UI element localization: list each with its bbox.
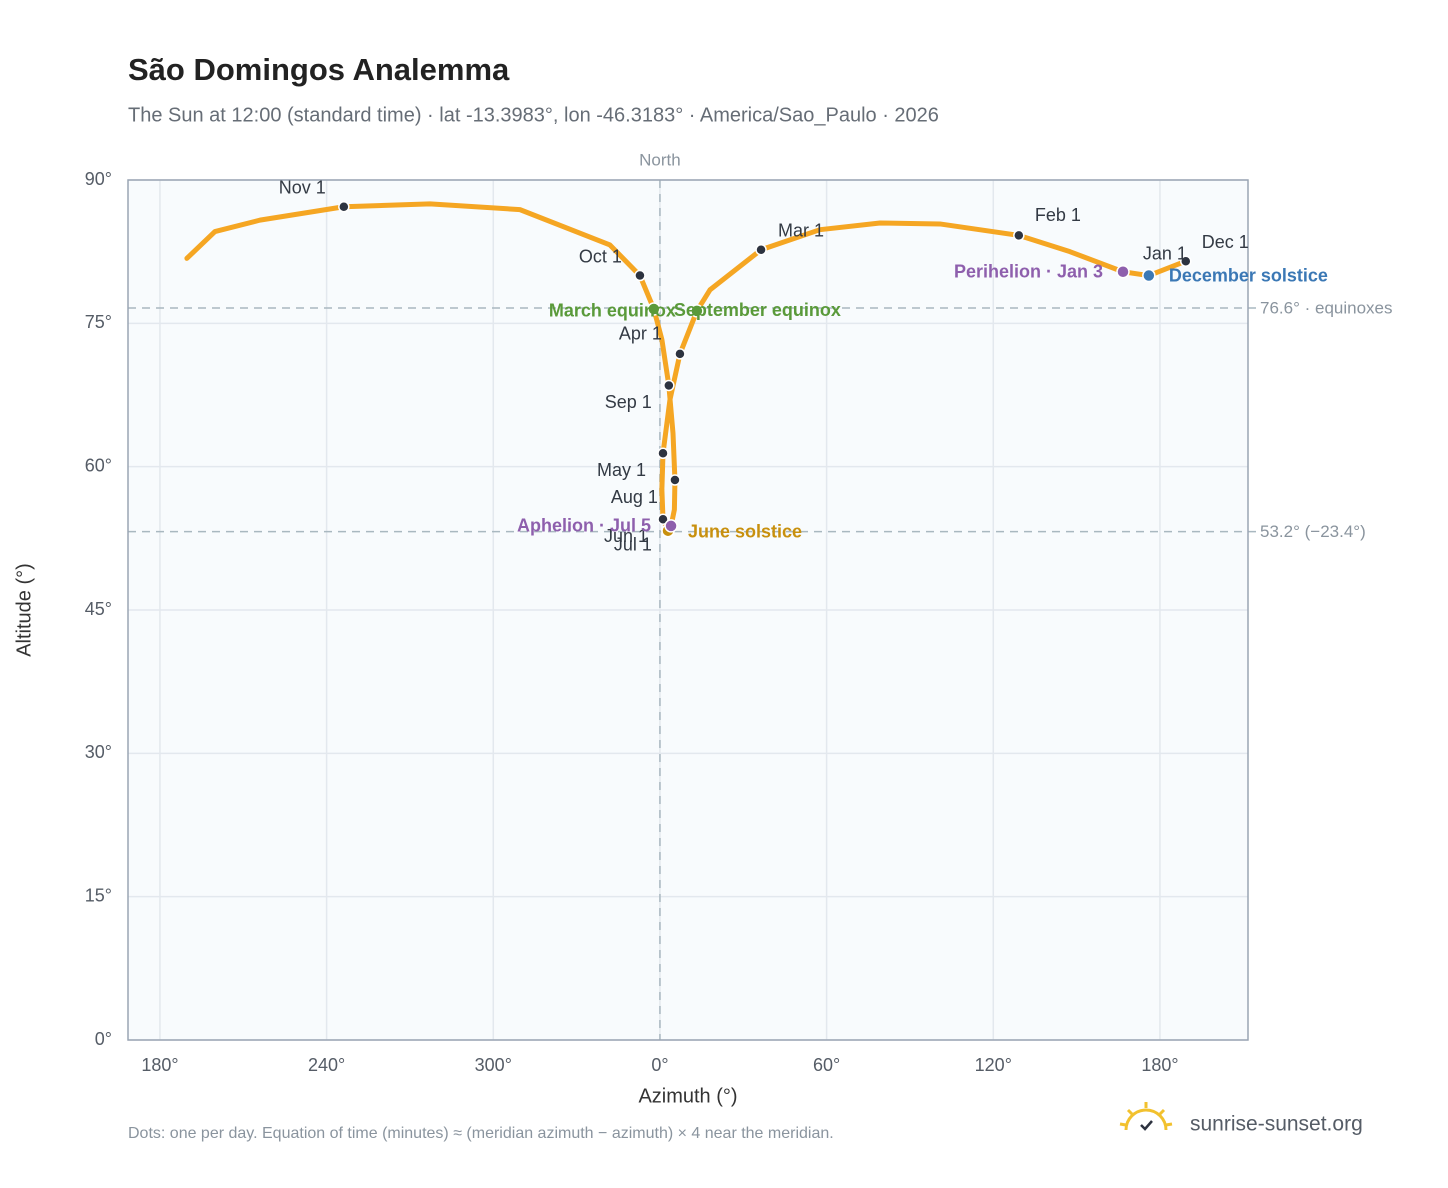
event-label: March equinox	[549, 301, 676, 321]
chart-title: São Domingos Analemma	[128, 52, 510, 87]
y-tick-label: 45°	[85, 599, 112, 619]
month-marker	[669, 474, 681, 486]
y-tick-label: 15°	[85, 885, 112, 905]
event-label: June solstice	[688, 521, 802, 541]
month-label: Dec 1	[1202, 232, 1249, 252]
y-tick-label: 90°	[85, 169, 112, 189]
month-label: Jan 1	[1143, 243, 1187, 263]
month-label: Jul 1	[614, 534, 652, 554]
x-tick-label: 180°	[1141, 1055, 1178, 1075]
reference-label: 53.2° (−23.4°)	[1260, 522, 1366, 541]
y-axis-title: Altitude (°)	[13, 563, 35, 657]
month-label: Feb 1	[1035, 205, 1081, 225]
footnote: Dots: one per day. Equation of time (min…	[128, 1125, 834, 1142]
plot-border	[127, 179, 1249, 1041]
month-label: Oct 1	[579, 246, 622, 266]
month-marker	[657, 513, 669, 525]
month-label: Mar 1	[778, 221, 824, 241]
month-label: Aug 1	[611, 487, 658, 507]
month-marker	[674, 348, 686, 360]
x-tick-label: 0°	[651, 1055, 668, 1075]
month-label: Sep 1	[605, 392, 652, 412]
chart-subtitle: The Sun at 12:00 (standard time) · lat -…	[128, 104, 939, 126]
y-tick-label: 75°	[85, 312, 112, 332]
x-tick-label: 120°	[975, 1055, 1012, 1075]
y-tick-label: 60°	[85, 455, 112, 475]
event-marker	[1116, 264, 1130, 279]
brand: sunrise-sunset.org	[1190, 1113, 1363, 1136]
month-marker	[1180, 255, 1192, 267]
x-tick-label: 240°	[308, 1055, 345, 1075]
brand-icon	[1119, 1102, 1173, 1131]
meridian-label: North	[639, 150, 681, 169]
y-tick-label: 30°	[85, 742, 112, 762]
month-label: Apr 1	[619, 324, 662, 344]
event-marker	[647, 302, 661, 316]
event-marker	[690, 304, 704, 318]
event-label: Aphelion · Jul 5	[517, 516, 651, 536]
x-tick-label: 300°	[475, 1055, 512, 1075]
month-marker	[1013, 229, 1025, 242]
x-tick-label: 180°	[141, 1055, 178, 1075]
month-marker	[657, 447, 669, 460]
event-label: September equinox	[674, 300, 841, 320]
plot	[184, 201, 1192, 538]
event-label: Perihelion · Jan 3	[954, 261, 1103, 281]
event-marker	[1142, 268, 1156, 283]
month-label: Jun 1	[604, 526, 648, 546]
month-marker	[755, 244, 767, 256]
event-marker	[664, 519, 678, 533]
x-axis-title: Azimuth (°)	[638, 1085, 737, 1107]
month-marker	[338, 201, 350, 213]
event-label: December solstice	[1169, 265, 1328, 285]
month-marker	[634, 269, 646, 282]
month-label: May 1	[597, 460, 646, 480]
month-marker	[663, 379, 675, 392]
month-label: Nov 1	[279, 178, 326, 198]
x-tick-label: 60°	[813, 1055, 840, 1075]
y-tick-label: 0°	[95, 1029, 112, 1049]
reference-label: 76.6° · equinoxes	[1260, 299, 1393, 318]
